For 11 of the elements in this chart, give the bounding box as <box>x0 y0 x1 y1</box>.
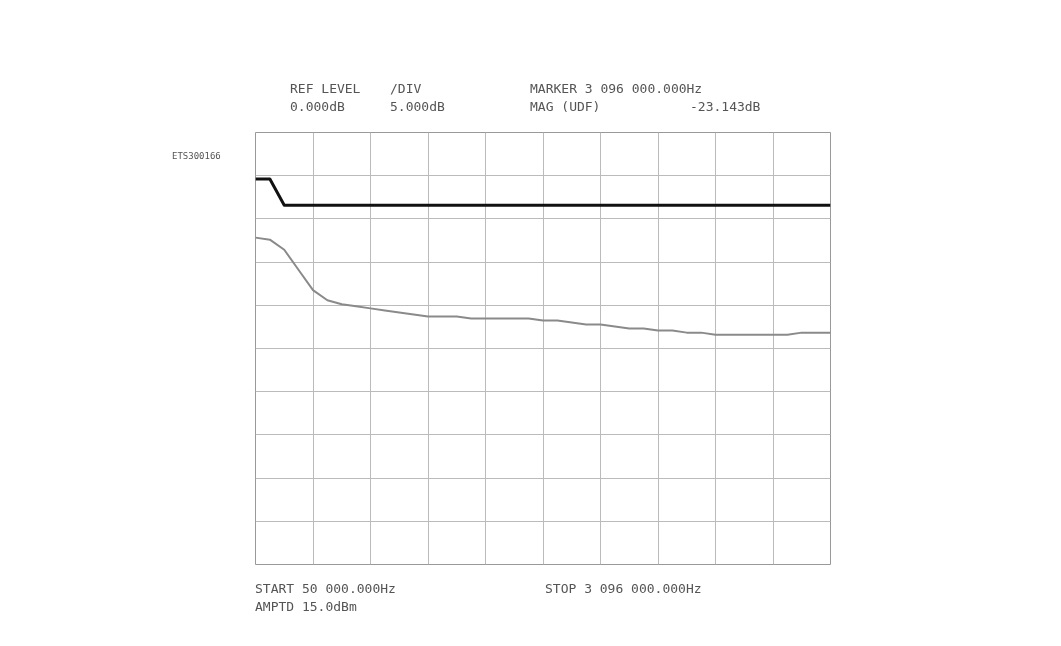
text: STOP 3 096 000.000Hz <box>545 580 702 598</box>
text: MAG (UDF) <box>530 98 601 116</box>
text: AMPTD 15.0dBm <box>255 598 357 616</box>
text: START 50 000.000Hz <box>255 580 396 598</box>
text: -23.143dB <box>690 98 761 116</box>
text: MARKER 3 096 000.000Hz <box>530 80 703 98</box>
text: 0.000dB <box>290 98 345 116</box>
text: /DIV <box>390 80 422 98</box>
text: ETS300166 <box>172 150 221 163</box>
text: 5.000dB <box>390 98 445 116</box>
text: REF LEVEL <box>290 80 361 98</box>
